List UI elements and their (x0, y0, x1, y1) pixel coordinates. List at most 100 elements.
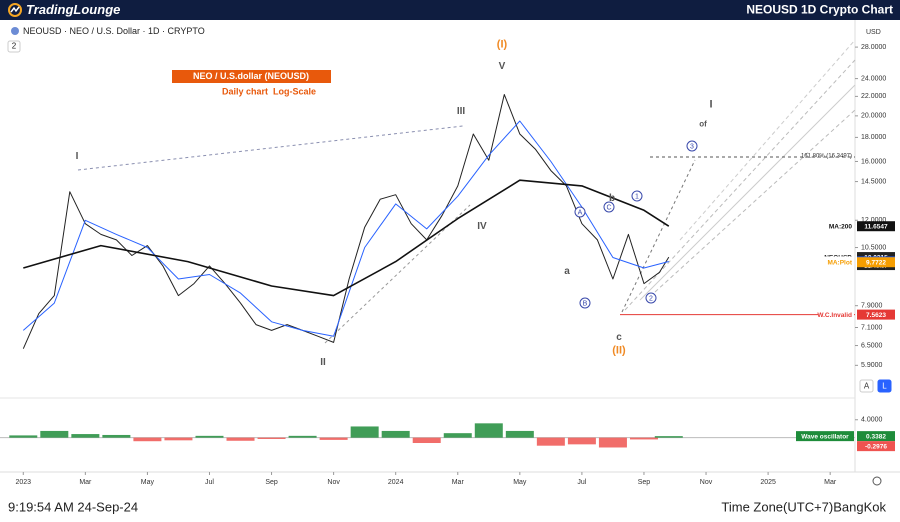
x-tick-label: Jul (205, 479, 214, 486)
y-tick-label: 22.0000 (861, 93, 886, 100)
logo-icon (8, 3, 22, 17)
logo: TradingLounge (26, 2, 120, 17)
osc-bar (226, 437, 255, 441)
badge-name-bg (818, 309, 854, 320)
footer-time: 9:19:54 AM 24-Sep-24 (8, 499, 138, 514)
wave-label: (II) (612, 344, 626, 356)
price-badge (857, 309, 895, 320)
osc-bar (350, 426, 379, 438)
scale-button-label[interactable]: L (882, 382, 887, 391)
osc-bar (474, 423, 503, 438)
x-tick-label: 2024 (388, 479, 404, 486)
y-tick-label: 20.0000 (861, 113, 886, 120)
badge-value: 11.6547 (864, 223, 888, 230)
price-badge (857, 257, 895, 268)
wave-circle (631, 190, 643, 202)
x-tick-label: Sep (638, 479, 651, 486)
wave-circle (579, 297, 591, 309)
settings-icon[interactable] (872, 476, 882, 486)
osc-signal: -0.2976 (865, 443, 887, 450)
x-tick-label: Jul (577, 479, 586, 486)
wave-label: V (499, 61, 506, 72)
y-tick-label: 7.9000 (861, 303, 883, 310)
symbol-line: NEOUSD · NEO / U.S. Dollar · 1D · CRYPTO (23, 26, 205, 36)
y-tick-label: 7.1000 (861, 324, 883, 331)
osc-bar (71, 434, 100, 438)
scale-button-label[interactable]: A (864, 382, 870, 391)
badge-name: W.C.Invalid (817, 312, 852, 319)
wave-label: 3 (690, 143, 694, 150)
y-tick-label: 28.0000 (861, 44, 886, 51)
indicator-count[interactable]: 2 (12, 42, 17, 51)
title-box (172, 70, 331, 83)
header-bar (0, 0, 900, 20)
x-tick-label: May (141, 479, 155, 486)
wave-label: II (320, 357, 326, 368)
osc-bar (381, 430, 410, 438)
badge-name-bg (818, 257, 854, 268)
y-tick-label: 14.5000 (861, 178, 886, 185)
x-tick-label: Sep (265, 479, 278, 486)
wave-circle (603, 201, 615, 213)
wave-label: III (457, 106, 466, 117)
wave-label: I (709, 98, 712, 110)
osc-bar (257, 437, 286, 439)
x-tick-label: 2025 (760, 479, 776, 486)
osc-bar (102, 434, 131, 438)
badge-name-bg (818, 221, 854, 232)
osc-signal-badge (857, 441, 895, 452)
wave-label: (I) (497, 38, 508, 50)
fib-label: 161.80% (16.3497) (801, 154, 852, 160)
wave-label: A (578, 209, 583, 216)
osc-tick-label: 4.0000 (861, 417, 883, 424)
badge-value: 9.7722 (866, 259, 886, 266)
badge-name: MA:Plot (827, 259, 852, 266)
osc-value: 0.3382 (866, 433, 886, 440)
y-tick-label: 12.0000 (861, 217, 886, 224)
wave-circle (686, 140, 698, 152)
x-tick-label: Mar (824, 479, 837, 486)
wave-label: B (583, 300, 588, 307)
x-tick-label: Nov (327, 479, 340, 486)
footer-timezone: Time Zone(UTC+7)BangKok (721, 499, 886, 514)
trend-lines (77, 39, 856, 344)
y-tick-label: 16.0000 (861, 158, 886, 165)
osc-bar (164, 437, 193, 441)
currency-label: USD (866, 29, 881, 36)
x-tick-label: May (513, 479, 527, 486)
wave-label: 2 (649, 295, 653, 302)
wave-label: C (606, 204, 611, 211)
scale-button[interactable] (859, 379, 874, 393)
y-tick-label: 5.9000 (861, 362, 883, 369)
wave-circle (574, 206, 586, 218)
wave-label: b (609, 193, 615, 204)
osc-bar (629, 437, 658, 440)
chart-title: NEO / U.S.dollar (NEOUSD) (193, 71, 309, 81)
osc-bar (412, 437, 441, 444)
osc-badge (857, 431, 895, 442)
y-tick-label: 6.5000 (861, 342, 883, 349)
y-tick-label: 10.5000 (861, 244, 886, 251)
osc-bar (9, 435, 38, 438)
wave-circle (645, 292, 657, 304)
osc-name-bg (796, 431, 854, 442)
footer-bar (0, 494, 900, 522)
price-badge (857, 221, 895, 232)
osc-bar (288, 435, 317, 438)
x-tick-label: Nov (700, 479, 713, 486)
symbol-icon (11, 27, 19, 35)
wave-label: I (76, 151, 79, 162)
y-tick-label: 24.0000 (861, 75, 886, 82)
x-tick-label: Mar (452, 479, 465, 486)
osc-bar (567, 437, 596, 445)
wave-label: IV (477, 221, 487, 232)
osc-bar (505, 430, 534, 438)
indicator-box[interactable] (7, 40, 21, 53)
scale-button[interactable] (877, 379, 892, 393)
osc-bar (598, 437, 627, 448)
badge-name: MA:200 (829, 223, 853, 230)
series-line (22, 94, 670, 349)
osc-bar (654, 436, 683, 438)
wave-label: of (699, 120, 707, 129)
